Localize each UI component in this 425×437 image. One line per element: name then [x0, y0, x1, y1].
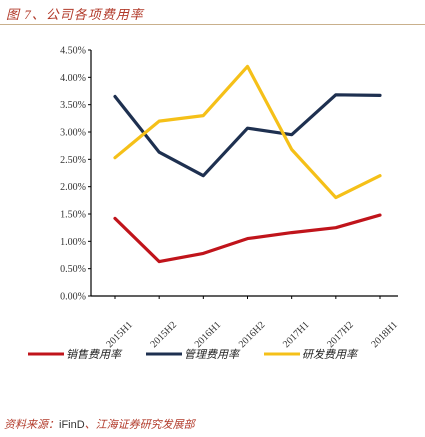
- y-tick-label: 1.50%: [60, 210, 86, 221]
- series-line-2: [113, 93, 382, 178]
- source-note: 资料来源：iFinD、江海证券研究发展部: [4, 416, 195, 432]
- y-tick-label: 4.50%: [60, 46, 86, 57]
- series-line-3: [113, 64, 382, 200]
- y-tick-label: 2.50%: [60, 155, 86, 166]
- x-tick-label: 2016H1: [193, 320, 224, 351]
- x-tick-label: 2018H1: [369, 320, 400, 351]
- y-tick-label: 0.50%: [60, 264, 86, 275]
- source-rest: 、江海证券研究发展部: [84, 419, 195, 431]
- legend: 销售费用率 管理费用率 研发费用率: [28, 348, 359, 361]
- y-tick-label: 3.00%: [60, 128, 86, 139]
- x-tick-label: 2015H1: [104, 320, 135, 351]
- plot-area: [113, 64, 382, 264]
- title-divider: [0, 24, 425, 25]
- y-tick-label: 0.00%: [60, 292, 86, 303]
- y-axis: 0.00% 0.50% 1.00% 1.50% 2.00% 2.50% 3.00% 3.50%…: [60, 46, 92, 303]
- legend-label-2: 管理费用率: [184, 348, 241, 361]
- series-line-1: [113, 213, 382, 264]
- x-tick-label: 2015H2: [149, 320, 180, 351]
- x-tick-label: 2017H1: [281, 320, 312, 351]
- y-tick-label: 3.50%: [60, 100, 86, 111]
- figure-title: 图 7、公司各项费用率: [6, 7, 144, 22]
- line-chart: 0.00% 0.50% 1.00% 1.50% 2.00% 2.50% 3.00% 3.50%…: [28, 46, 400, 361]
- y-tick-label: 2.00%: [60, 182, 86, 193]
- legend-label-1: 销售费用率: [66, 348, 123, 361]
- y-tick-label: 4.00%: [60, 73, 86, 84]
- x-tick-label: 2016H2: [237, 320, 268, 351]
- legend-label-3: 研发费用率: [302, 348, 359, 361]
- y-tick-label: 1.00%: [60, 237, 86, 248]
- source-label: 资料来源：: [4, 419, 59, 431]
- x-axis: 2015H1 2015H2 2016H1 2016H2 2017H1 2017H2 2018…: [91, 295, 400, 351]
- x-tick-label: 2017H2: [325, 320, 356, 351]
- source-name: iFinD: [59, 419, 85, 431]
